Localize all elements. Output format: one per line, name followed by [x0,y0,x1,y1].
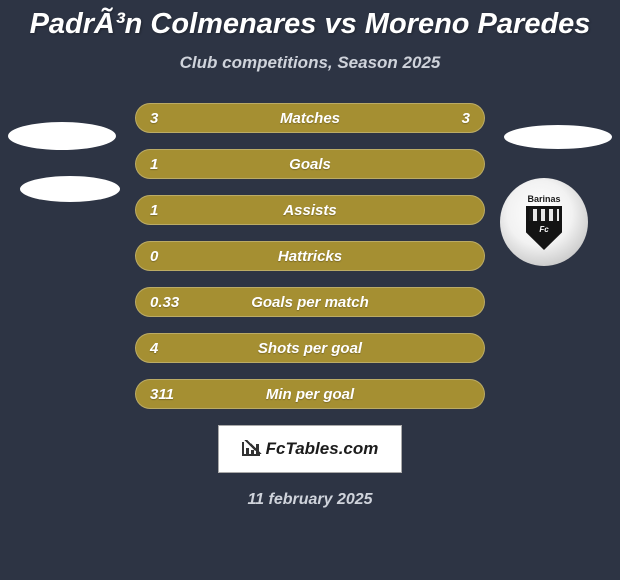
player-left-silhouette-top [8,122,116,150]
fctables-logo-box: FcTables.com [218,425,402,473]
chart-bar [246,448,249,454]
stat-label: Matches [280,110,340,127]
stat-label: Min per goal [266,386,354,403]
shield-icon: Fc [524,206,564,250]
fctables-logo-text: FcTables.com [266,439,379,459]
stat-row-goals-per-match: 0.33 Goals per match [135,287,485,317]
chart-bar [256,444,259,454]
stat-label: Shots per goal [258,340,362,357]
shield-stripes [529,209,559,221]
stats-container: 3 Matches 3 1 Goals 1 Assists 0 Hattrick… [135,103,485,409]
stat-label: Assists [283,202,336,219]
stat-row-shots-per-goal: 4 Shots per goal [135,333,485,363]
player-left-silhouette-mid [20,176,120,202]
stat-row-min-per-goal: 311 Min per goal [135,379,485,409]
comparison-subtitle: Club competitions, Season 2025 [0,53,620,73]
stat-label: Goals [289,156,331,173]
stat-left-value: 1 [150,156,190,173]
stat-row-matches: 3 Matches 3 [135,103,485,133]
stat-left-value: 0.33 [150,294,190,311]
footer-date: 11 february 2025 [0,491,620,509]
stat-row-hattricks: 0 Hattricks [135,241,485,271]
stat-label: Hattricks [278,248,342,265]
chart-icon [242,442,260,456]
team-badge: Barinas Fc [500,178,588,266]
stat-left-value: 1 [150,202,190,219]
team-badge-fc-text: Fc [539,225,548,234]
stat-left-value: 3 [150,110,190,127]
team-badge-top-text: Barinas [527,194,560,204]
player-right-silhouette-top [504,125,612,149]
chart-bar [251,450,254,454]
comparison-title: PadrÃ³n Colmenares vs Moreno Paredes [0,0,620,41]
stat-label: Goals per match [251,294,369,311]
stat-row-assists: 1 Assists [135,195,485,225]
stat-left-value: 0 [150,248,190,265]
stat-left-value: 4 [150,340,190,357]
stat-right-value: 3 [430,110,470,127]
stat-row-goals: 1 Goals [135,149,485,179]
stat-left-value: 311 [150,386,190,403]
